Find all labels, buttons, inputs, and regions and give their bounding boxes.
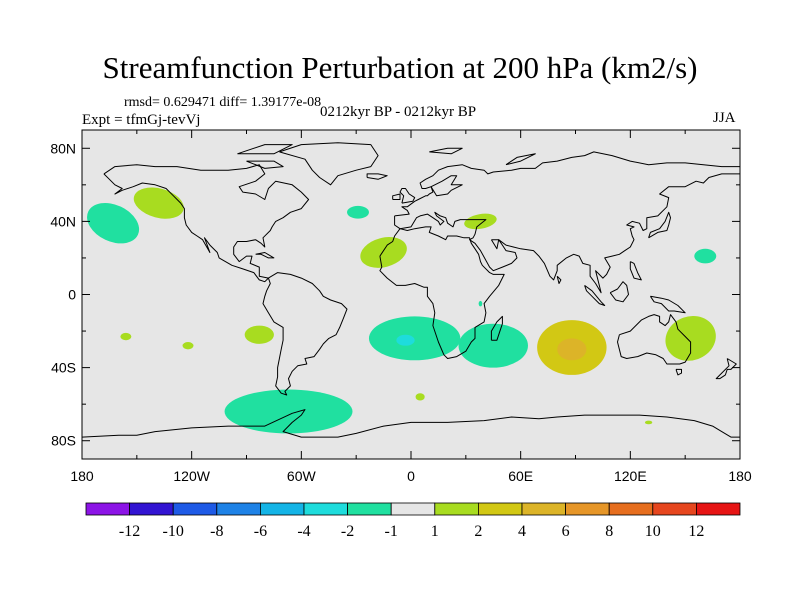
anomaly-west-africa-coast	[360, 237, 407, 268]
colorbar-swatch	[390, 502, 436, 516]
coastline-japan	[648, 211, 671, 239]
colorbar-label: -4	[297, 523, 310, 540]
anomaly-south-pacific-far	[644, 420, 653, 425]
coastline-hudson-islands	[246, 160, 284, 169]
colorbar-label: 6	[562, 523, 570, 540]
colorbar-label: 2	[474, 523, 482, 540]
colorbar-swatch	[477, 502, 523, 516]
coastline-scandinavia-baltic	[430, 175, 463, 197]
colorbar-swatch	[565, 502, 610, 516]
coastline-africa	[379, 226, 505, 359]
season-label: JJA	[713, 110, 736, 126]
anomaly-south-atlantic	[368, 316, 461, 361]
coastline-novaya-zemlya	[505, 153, 536, 166]
colorbar-label: 4	[518, 523, 526, 540]
anomaly-middle-east	[464, 213, 497, 230]
colorbar-label: 8	[605, 523, 613, 540]
x-tick-label: 180	[70, 468, 94, 484]
colorbar-swatch	[172, 502, 218, 516]
anomaly-drake-passage	[224, 389, 353, 434]
anomaly-north-atlantic-small	[347, 205, 369, 219]
map-background	[82, 130, 740, 459]
anomaly-field	[87, 187, 717, 434]
colorbar-swatch	[259, 502, 305, 516]
colorbar-swatch	[696, 502, 741, 516]
colorbar-swatch	[608, 502, 654, 516]
coastline-south-america	[262, 272, 348, 396]
colorbar-swatch	[521, 502, 566, 516]
colorbar-swatch	[434, 502, 479, 516]
colorbar-label: -12	[119, 523, 140, 540]
x-tick-label: 0	[407, 468, 415, 484]
coastline-tasmania	[675, 368, 682, 376]
coastline-philippines	[629, 261, 642, 281]
coastline-greenland	[279, 142, 379, 186]
coastlines	[82, 142, 740, 438]
coastline-australia	[617, 314, 692, 365]
coastline-britain	[399, 188, 416, 204]
anomaly-south-pacific-south-america	[244, 325, 274, 344]
colorbar-swatch	[652, 502, 697, 516]
anomaly-south-atlantic-small	[415, 393, 425, 401]
colorbar-label: -2	[341, 523, 354, 540]
colorbar-swatch	[216, 502, 261, 516]
coastline-cuba	[255, 252, 275, 259]
colorbar-label: 10	[645, 523, 661, 540]
anomaly-north-pacific-center	[133, 187, 184, 219]
coastline-svalbard	[429, 147, 463, 155]
y-tick-label: 80N	[50, 140, 76, 156]
coastline-north-america	[103, 164, 310, 283]
coastline-sri-lanka	[556, 275, 562, 284]
period-label: 0212kyr BP - 0212kyr BP	[320, 104, 477, 120]
colorbar-label: -8	[210, 523, 223, 540]
y-tick-label: 40S	[51, 360, 76, 376]
x-tick-label: 60W	[287, 468, 317, 484]
colorbar-swatch	[347, 502, 392, 516]
colorbar-swatch	[129, 502, 174, 516]
x-tick-label: 120E	[614, 468, 647, 484]
coastline-sumatra	[584, 284, 606, 306]
anomaly-south-pacific-west	[120, 332, 132, 341]
coastline-eurasia	[394, 151, 740, 294]
coastline-new-zealand	[715, 358, 737, 380]
coastline-iceland	[366, 173, 388, 180]
y-tick-label: 40N	[50, 213, 76, 229]
x-tick-label: 180	[728, 468, 752, 484]
y-tick-label: 80S	[51, 433, 76, 449]
anomaly-south-pacific-east	[182, 342, 194, 350]
y-tick-label: 0	[68, 287, 76, 303]
coastline-borneo	[609, 281, 629, 303]
coastline-arabia-hint	[490, 239, 500, 250]
experiment-label: Expt = tfmGj-tevVj	[82, 112, 201, 128]
x-tick-label: 120W	[173, 468, 210, 484]
anomaly-north-pacific-east	[87, 203, 140, 244]
anomaly-south-atlantic-core	[396, 334, 415, 346]
map-axes: 180 120W 60W 0 60E 120E 180 80N 40N 0 40S 80S	[50, 130, 752, 484]
coastline-ireland	[392, 193, 401, 200]
stats-line: rmsd= 0.629471 diff= 1.39177e-08	[124, 95, 322, 110]
x-tick-label: 60E	[508, 468, 533, 484]
anomaly-southern-africa-east	[458, 323, 528, 368]
colorbar: -12 -10 -8 -6 -4 -2 -1 1 2 4 6 8 10 12	[85, 502, 741, 540]
colorbar-label: -1	[385, 523, 398, 540]
coastline-madagascar	[490, 315, 503, 341]
colorbar-label: -10	[163, 523, 184, 540]
coastline-antarctica	[82, 409, 740, 438]
coastline-new-guinea	[649, 295, 686, 314]
anomaly-indian-ocean-small	[478, 300, 483, 307]
anomaly-australia-east	[665, 315, 716, 361]
anomaly-south-indian-core	[557, 338, 587, 361]
colorbar-swatch	[85, 502, 130, 516]
figure-title: Streamfunction Perturbation at 200 hPa (…	[102, 50, 698, 85]
colorbar-label: 12	[688, 523, 704, 540]
colorbar-label: -6	[254, 523, 267, 540]
colorbar-swatch	[303, 502, 348, 516]
anomaly-north-pacific-west	[694, 248, 717, 264]
coastline-ellesmere	[237, 144, 293, 155]
colorbar-label: 1	[431, 523, 439, 540]
